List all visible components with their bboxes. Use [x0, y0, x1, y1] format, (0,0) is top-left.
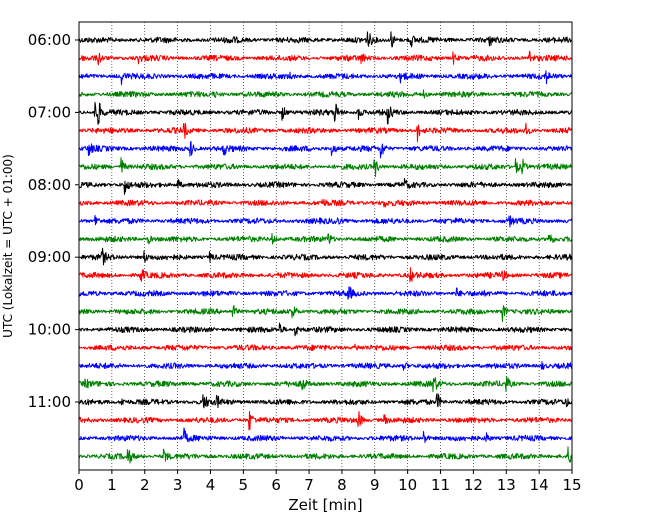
- trace-line-07:45: [78, 157, 573, 178]
- x-tick-label: 9: [370, 476, 380, 494]
- y-tick-label: 07:00: [28, 103, 71, 121]
- trace-line-06:30: [78, 70, 573, 86]
- y-axis-ticks: 06:00 07:00 08:00 09:00 10:00 11:00: [28, 31, 79, 411]
- x-tick-label: 13: [497, 476, 516, 494]
- x-tick-label: 0: [74, 476, 84, 494]
- trace-line-06:45: [78, 89, 573, 99]
- trace-line-11:30: [78, 427, 573, 444]
- trace-line-08:45: [78, 232, 573, 245]
- x-tick-label: 8: [337, 476, 347, 494]
- y-axis-label: UTC (Lokalzeit = UTC + 01:00): [1, 154, 15, 338]
- x-tick-label: 2: [140, 476, 150, 494]
- x-tick-label: 14: [530, 476, 549, 494]
- x-tick-label: 4: [206, 476, 216, 494]
- x-axis-ticks: 0 1 2 3 4 5 6 7 8 9 10 11 12 13 14 15: [74, 470, 582, 494]
- x-tick-label: 6: [271, 476, 281, 494]
- trace-line-11:45: [78, 446, 573, 464]
- trace-line-10:15: [78, 343, 573, 352]
- y-tick-label: 11:00: [28, 393, 71, 411]
- x-tick-label: 11: [431, 476, 450, 494]
- trace-line-07:15: [78, 122, 573, 143]
- trace-line-08:15: [78, 198, 573, 208]
- x-axis-label: Zeit [min]: [288, 496, 362, 514]
- trace-line-08:00: [78, 177, 573, 195]
- y-tick-label: 06:00: [28, 31, 71, 49]
- axes-frame: [78, 21, 573, 471]
- trace-line-07:00: [78, 101, 573, 125]
- x-tick-label: 3: [173, 476, 183, 494]
- trace-line-09:45: [78, 305, 573, 323]
- trace-line-06:15: [78, 50, 573, 66]
- y-tick-label: 10:00: [28, 321, 71, 339]
- x-tick-label: 12: [464, 476, 483, 494]
- trace-line-10:00: [78, 322, 573, 337]
- trace-line-09:30: [78, 286, 573, 300]
- x-tick-label: 15: [562, 476, 581, 494]
- x-tick-label: 10: [398, 476, 417, 494]
- trace-line-10:45: [78, 375, 573, 393]
- trace-line-09:00: [78, 247, 573, 266]
- trace-line-11:00: [78, 393, 573, 409]
- trace-lines: [78, 31, 573, 464]
- trace-line-09:15: [78, 267, 573, 283]
- trace-line-11:15: [78, 410, 573, 431]
- y-tick-label: 09:00: [28, 248, 71, 266]
- trace-line-06:00: [78, 31, 573, 48]
- x-tick-label: 5: [239, 476, 249, 494]
- trace-line-07:30: [78, 140, 573, 159]
- trace-line-10:30: [78, 361, 573, 371]
- trace-line-08:30: [78, 214, 573, 228]
- x-tick-label: 7: [304, 476, 314, 494]
- x-tick-label: 1: [107, 476, 117, 494]
- y-tick-label: 08:00: [28, 176, 71, 194]
